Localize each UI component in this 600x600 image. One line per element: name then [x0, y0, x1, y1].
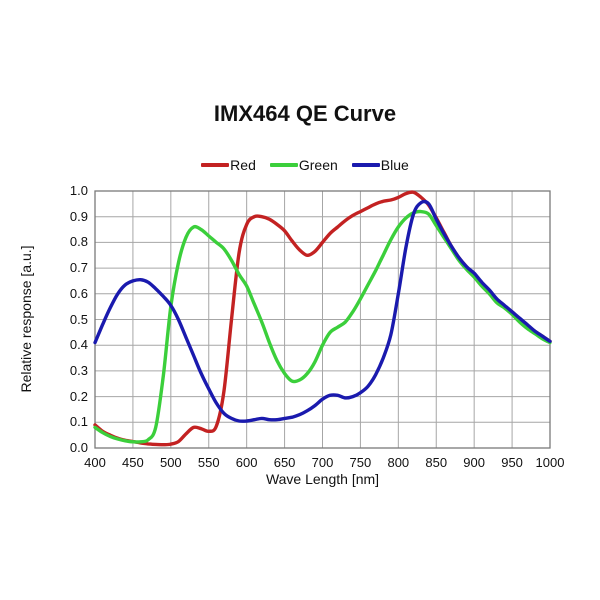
y-tick-label: 0.2: [69, 388, 88, 404]
chart-legend: Red Green Blue: [0, 157, 600, 173]
x-tick-label: 850: [425, 455, 448, 470]
x-tick-label: 900: [463, 455, 485, 470]
legend-swatch-blue: [351, 163, 380, 167]
legend-label: Blue: [380, 157, 409, 173]
legend-item-red: Red: [201, 157, 256, 173]
x-tick-label: 800: [387, 455, 410, 470]
y-tick-label: 0.7: [69, 260, 88, 276]
legend-swatch-green: [269, 163, 298, 167]
legend-label: Red: [230, 157, 256, 173]
x-tick-label: 400: [84, 455, 106, 470]
x-tick-label: 550: [197, 455, 220, 470]
x-tick-label: 1000: [535, 455, 565, 470]
y-tick-label: 0.9: [69, 208, 88, 224]
legend-item-blue: Blue: [351, 157, 409, 173]
x-tick-label: 950: [501, 455, 523, 470]
legend-swatch-red: [201, 163, 230, 167]
y-tick-label: 0.8: [69, 234, 88, 250]
x-tick-label: 650: [273, 455, 296, 470]
x-tick-label: 700: [311, 455, 334, 470]
chart-title: IMX464 QE Curve: [213, 101, 397, 126]
y-tick-label: 0.5: [69, 311, 88, 327]
y-tick-label: 1.0: [69, 183, 88, 198]
x-axis-label: Wave Length [nm]: [265, 471, 380, 487]
y-tick-label: 0.4: [69, 337, 88, 353]
plot-frame: [94, 190, 551, 449]
x-tick-label: 450: [122, 455, 144, 470]
y-tick-label: 0.1: [69, 414, 88, 430]
legend-label: Green: [298, 157, 338, 173]
y-tick-label: 0.0: [69, 440, 88, 455]
legend-item-green: Green: [269, 157, 338, 173]
x-tick-label: 600: [235, 455, 258, 470]
x-tick-label: 500: [159, 455, 182, 470]
y-tick-label: 0.6: [69, 285, 88, 301]
y-tick-label: 0.3: [69, 362, 88, 378]
x-tick-label: 750: [349, 455, 372, 470]
curve-blue: [93, 199, 552, 423]
y-axis-label: Relative response [a.u.]: [18, 245, 34, 393]
